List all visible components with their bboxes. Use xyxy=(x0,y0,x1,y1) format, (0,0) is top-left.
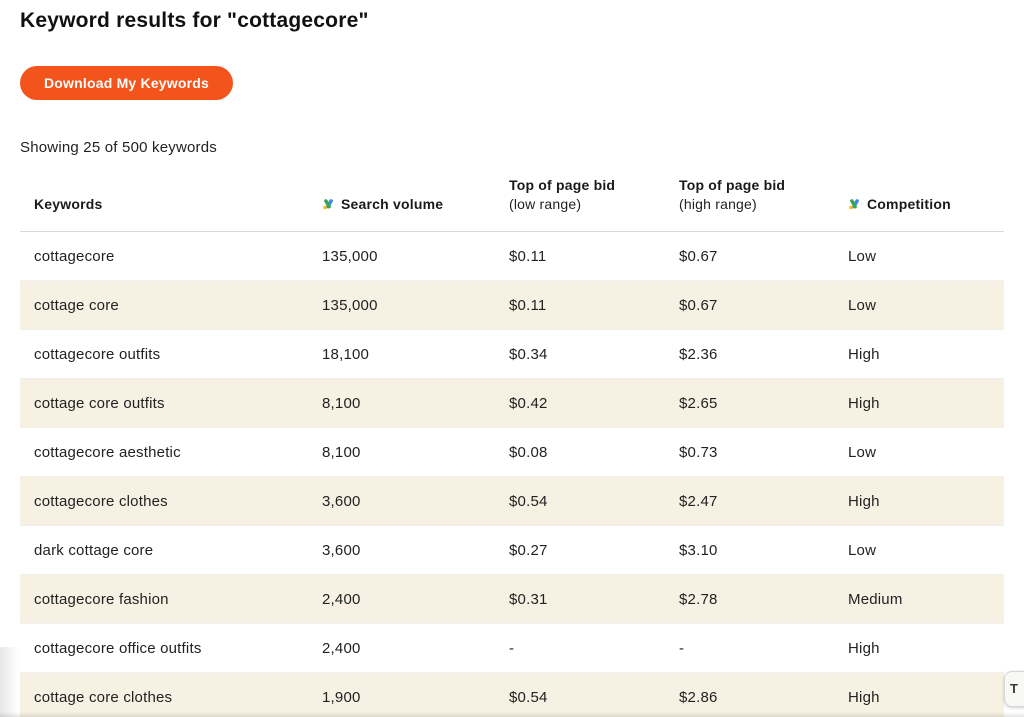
cutoff-corner-button[interactable]: T xyxy=(1004,671,1024,707)
table-row: cottage core clothes 1,900 $0.54 $2.86 H… xyxy=(20,672,1004,717)
competition-cell: High xyxy=(848,492,880,510)
page-title: Keyword results for "cottagecore" xyxy=(20,9,369,32)
table-row: cottagecore aesthetic 8,100 $0.08 $0.73 … xyxy=(20,427,1004,477)
table-row: dark cottage core 3,600 $0.27 $3.10 Low xyxy=(20,525,1004,575)
search-volume-cell: 135,000 xyxy=(322,247,378,265)
bid-high-cell: $0.67 xyxy=(679,247,718,265)
column-header-bid-high: Top of page bid (high range) xyxy=(679,166,848,232)
bid-low-cell: - xyxy=(509,639,515,657)
search-volume-cell: 2,400 xyxy=(322,590,361,608)
competition-cell: High xyxy=(848,639,880,657)
table-row: cottage core 135,000 $0.11 $0.67 Low xyxy=(20,280,1004,330)
competition-cell: Low xyxy=(848,443,877,461)
bid-high-cell: $0.73 xyxy=(679,443,718,461)
bid-low-cell: $0.34 xyxy=(509,345,548,363)
competition-cell: High xyxy=(848,688,880,706)
keyword-cell: cottagecore clothes xyxy=(34,492,168,510)
competition-cell: High xyxy=(848,394,880,412)
search-volume-cell: 2,400 xyxy=(322,639,361,657)
competition-cell: Medium xyxy=(848,590,903,608)
keyword-results-table: Keywords Search volume Top of page bid (… xyxy=(20,166,1004,717)
bid-low-cell: $0.11 xyxy=(509,296,547,314)
competition-cell: High xyxy=(848,345,880,363)
google-ads-icon xyxy=(323,199,333,210)
column-header-keywords: Keywords xyxy=(20,166,322,232)
bid-low-cell: $0.42 xyxy=(509,394,548,412)
bid-high-cell: $3.10 xyxy=(679,541,718,559)
column-header-competition: Competition xyxy=(848,166,1004,232)
keyword-cell: cottage core outfits xyxy=(34,394,165,412)
search-volume-cell: 8,100 xyxy=(322,443,361,461)
search-volume-cell: 135,000 xyxy=(322,296,378,314)
table-row: cottagecore fashion 2,400 $0.31 $2.78 Me… xyxy=(20,574,1004,624)
keyword-cell: cottagecore outfits xyxy=(34,345,161,363)
bid-high-cell: $2.47 xyxy=(679,492,718,510)
keyword-cell: cottagecore xyxy=(34,247,115,265)
search-volume-cell: 3,600 xyxy=(322,541,361,559)
table-row: cottagecore office outfits 2,400 - - Hig… xyxy=(20,623,1004,673)
bid-low-cell: $0.31 xyxy=(509,590,548,608)
search-volume-cell: 18,100 xyxy=(322,345,370,363)
bid-low-cell: $0.54 xyxy=(509,688,548,706)
competition-cell: Low xyxy=(848,541,877,559)
keyword-cell: cottage core clothes xyxy=(34,688,173,706)
bid-high-cell: $2.78 xyxy=(679,590,718,608)
keyword-table-body: cottagecore 135,000 $0.11 $0.67 Low cott… xyxy=(20,232,1004,717)
bid-low-cell: $0.54 xyxy=(509,492,548,510)
competition-cell: Low xyxy=(848,247,877,265)
bid-high-cell: - xyxy=(679,639,685,657)
bid-low-cell: $0.11 xyxy=(509,247,547,265)
results-count-text: Showing 25 of 500 keywords xyxy=(20,139,217,156)
google-ads-icon xyxy=(849,199,859,210)
keyword-cell: cottage core xyxy=(34,296,119,314)
keyword-cell: dark cottage core xyxy=(34,541,154,559)
table-row: cottagecore 135,000 $0.11 $0.67 Low xyxy=(20,232,1004,281)
search-volume-cell: 1,900 xyxy=(322,688,361,706)
bid-high-cell: $2.86 xyxy=(679,688,718,706)
keyword-cell: cottagecore fashion xyxy=(34,590,169,608)
keyword-cell: cottagecore office outfits xyxy=(34,639,202,657)
download-keywords-button[interactable]: Download My Keywords xyxy=(20,66,234,100)
bid-high-cell: $0.67 xyxy=(679,296,718,314)
keyword-cell: cottagecore aesthetic xyxy=(34,443,181,461)
bid-high-cell: $2.36 xyxy=(679,345,718,363)
table-row: cottage core outfits 8,100 $0.42 $2.65 H… xyxy=(20,378,1004,428)
bid-low-cell: $0.27 xyxy=(509,541,548,559)
column-header-bid-low: Top of page bid (low range) xyxy=(509,166,679,232)
table-header: Keywords Search volume Top of page bid (… xyxy=(20,166,1004,232)
bid-high-cell: $2.65 xyxy=(679,394,718,412)
table-row: cottagecore clothes 3,600 $0.54 $2.47 Hi… xyxy=(20,476,1004,526)
competition-cell: Low xyxy=(848,296,877,314)
column-header-search-volume: Search volume xyxy=(322,166,509,232)
search-volume-cell: 8,100 xyxy=(322,394,361,412)
search-volume-cell: 3,600 xyxy=(322,492,361,510)
table-row: cottagecore outfits 18,100 $0.34 $2.36 H… xyxy=(20,329,1004,379)
bid-low-cell: $0.08 xyxy=(509,443,548,461)
